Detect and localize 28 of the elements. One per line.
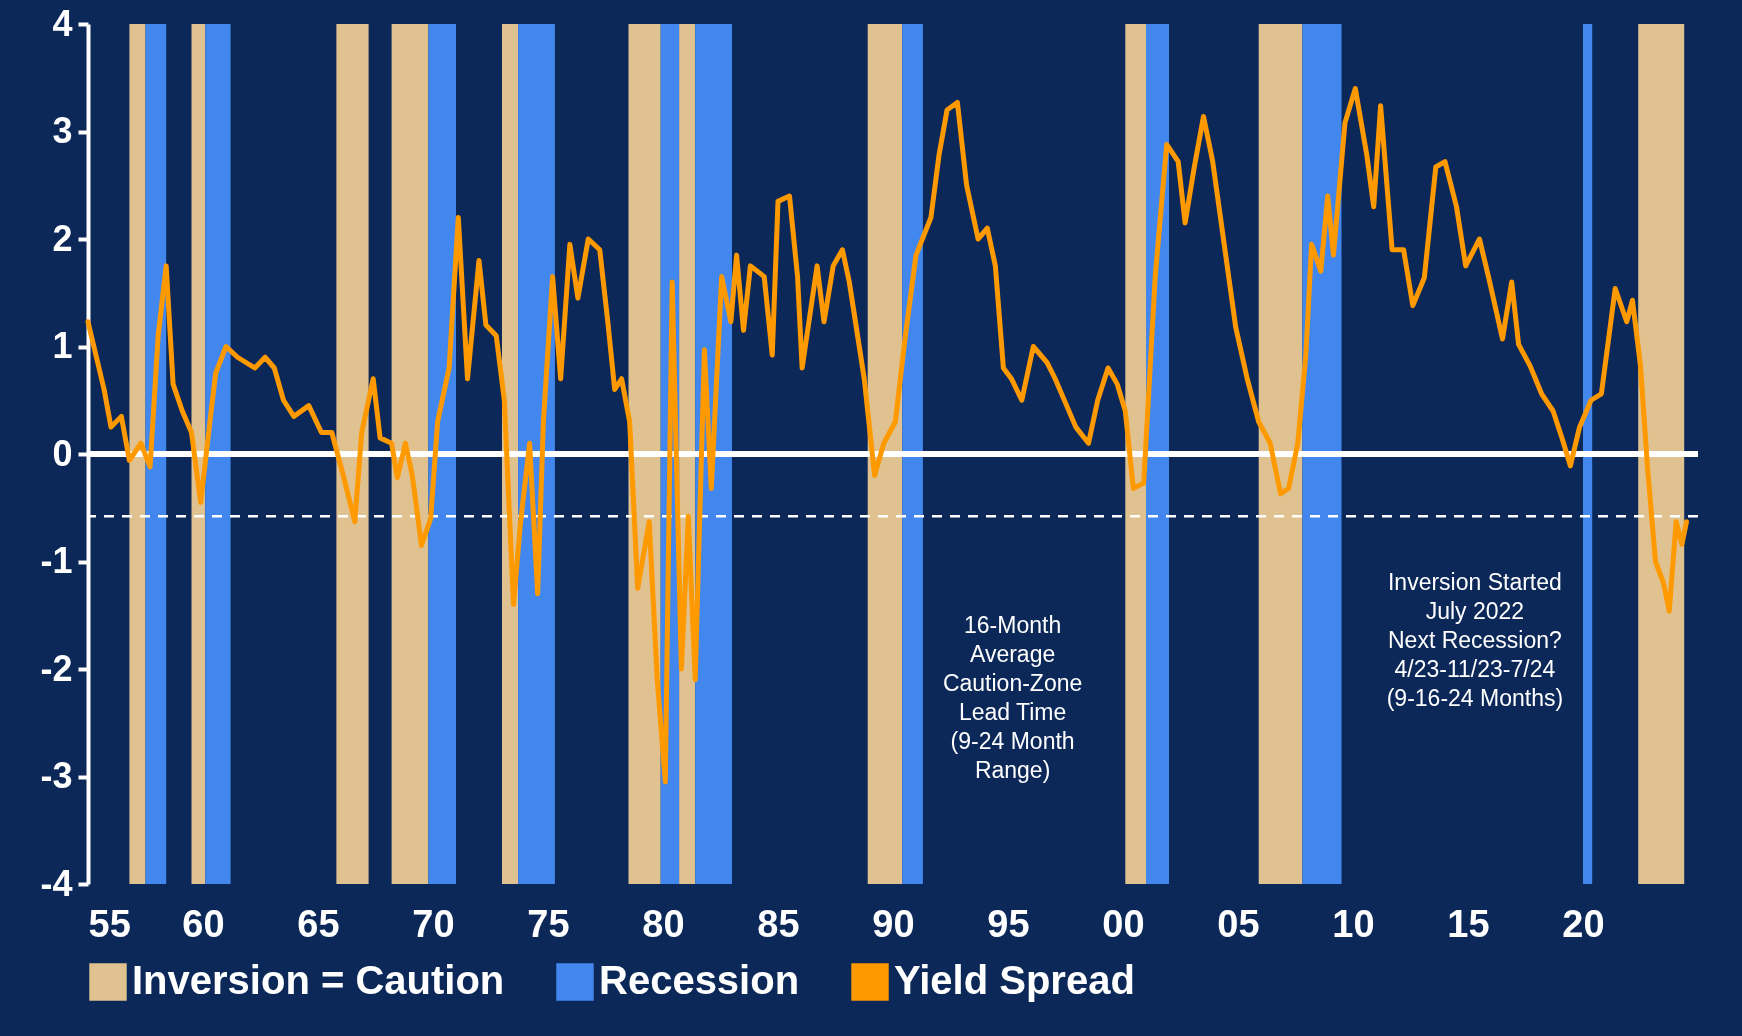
x-tick-label: 70 xyxy=(412,902,455,945)
y-tick-label: 3 xyxy=(52,110,73,151)
y-tick-label: -4 xyxy=(40,862,73,904)
legend-label: Yield Spread xyxy=(894,958,1135,1002)
y-tick-label: -1 xyxy=(40,540,73,581)
x-tick-label: 80 xyxy=(642,902,685,945)
annotation: Inversion Started July 2022 Next Recession? 4/23-11/23-7/24 (9-16-24 Months) xyxy=(1386,569,1564,712)
x-tick-label: 90 xyxy=(872,902,915,945)
legend-label: Inversion = Caution xyxy=(132,958,505,1002)
x-tick-label: 05 xyxy=(1217,902,1260,945)
legend-label: Recession xyxy=(599,958,800,1002)
x-tick-label: 15 xyxy=(1447,902,1490,945)
annotation: 16-Month Average Caution-Zone Lead Time (9-24 Month Range) xyxy=(942,612,1083,784)
x-tick-label: 65 xyxy=(297,902,340,945)
x-tick-label: 20 xyxy=(1562,902,1605,945)
y-tick-label: 1 xyxy=(52,325,73,366)
y-tick-label: -3 xyxy=(40,755,73,796)
y-tick-label: 2 xyxy=(52,217,73,259)
y-tick-label: 4 xyxy=(52,2,73,44)
x-tick-label: 10 xyxy=(1332,902,1375,945)
x-tick-label: 60 xyxy=(182,902,225,945)
x-tick-label: 00 xyxy=(1102,902,1145,945)
x-tick-label: 85 xyxy=(757,902,800,945)
x-tick-label: 75 xyxy=(527,902,570,945)
x-tick-label: 95 xyxy=(987,902,1030,945)
y-tick-label: -2 xyxy=(40,647,73,689)
x-tick-label: 55 xyxy=(88,902,131,945)
y-tick-label: 0 xyxy=(52,432,73,474)
